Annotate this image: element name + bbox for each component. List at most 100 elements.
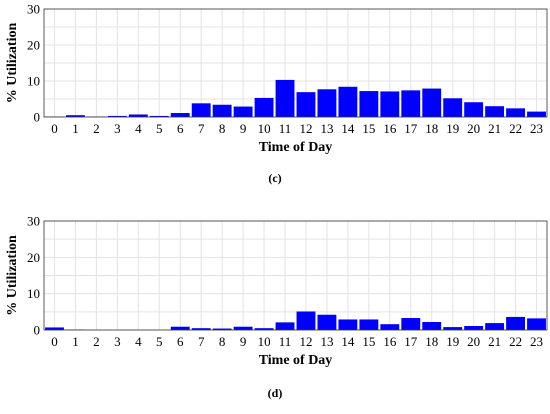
x-tick-label: 11 (279, 121, 292, 136)
x-tick-label: 21 (488, 334, 501, 349)
x-tick-label: 20 (467, 121, 480, 136)
bar-c-7 (191, 103, 211, 117)
y-axis-label: % Utilization (5, 23, 20, 104)
x-axis-label: Time of Day (259, 140, 333, 155)
x-tick-label: 7 (198, 121, 205, 136)
bar-d-6 (170, 326, 190, 330)
x-tick-label: 10 (258, 334, 271, 349)
bar-d-23 (527, 318, 546, 330)
x-tick-label: 12 (299, 334, 312, 349)
bar-d-11 (275, 322, 295, 330)
x-tick-label: 15 (362, 121, 375, 136)
bar-c-19 (443, 98, 463, 117)
x-tick-label: 1 (72, 121, 79, 136)
x-tick-label: 0 (51, 334, 58, 349)
x-axis-label: Time of Day (259, 353, 333, 368)
x-tick-label: 16 (383, 121, 397, 136)
x-tick-label: 1 (72, 334, 79, 349)
x-tick-label: 17 (404, 334, 418, 349)
x-tick-label: 6 (177, 121, 184, 136)
y-tick-label: 0 (34, 323, 41, 338)
y-tick-label: 10 (27, 286, 40, 301)
x-tick-label: 13 (320, 121, 333, 136)
plot-frame (43, 8, 548, 118)
bar-c-17 (401, 90, 421, 117)
x-tick-label: 6 (177, 334, 184, 349)
bar-c-10 (254, 97, 274, 117)
plot-frame (43, 220, 548, 331)
x-tick-label: 22 (509, 334, 522, 349)
x-tick-label: 9 (240, 121, 247, 136)
bar-d-8 (212, 328, 232, 330)
bar-c-21 (485, 106, 505, 117)
bar-c-18 (422, 88, 442, 117)
x-tick-label: 19 (446, 334, 459, 349)
x-tick-label: 9 (240, 334, 247, 349)
bar-c-16 (380, 91, 400, 117)
x-tick-label: 21 (488, 121, 501, 136)
x-tick-label: 18 (425, 121, 438, 136)
x-tick-label: 4 (135, 121, 142, 136)
bar-d-0 (45, 327, 64, 330)
x-tick-label: 3 (114, 121, 121, 136)
bar-d-12 (296, 311, 316, 330)
x-tick-label: 8 (219, 334, 226, 349)
bar-c-20 (464, 102, 484, 117)
figure-caption: (c) (268, 171, 281, 185)
x-tick-label: 7 (198, 334, 205, 349)
x-tick-label: 5 (156, 121, 163, 136)
bar-d-22 (506, 316, 525, 330)
y-tick-label: 20 (27, 250, 40, 265)
x-tick-label: 0 (51, 121, 58, 136)
x-tick-label: 8 (219, 121, 226, 136)
x-tick-label: 5 (156, 334, 163, 349)
x-tick-label: 19 (446, 121, 459, 136)
y-tick-label: 0 (34, 110, 41, 125)
bar-c-22 (506, 108, 525, 117)
bar-c-6 (170, 113, 190, 117)
bar-d-18 (422, 322, 442, 330)
x-tick-label: 23 (530, 121, 543, 136)
bar-c-14 (338, 86, 358, 117)
x-tick-label: 15 (362, 334, 375, 349)
y-tick-label: 20 (27, 38, 40, 53)
bar-d-14 (338, 319, 358, 330)
bar-c-12 (296, 92, 316, 117)
x-tick-label: 20 (467, 334, 480, 349)
y-tick-label: 30 (27, 214, 40, 229)
y-tick-label: 10 (27, 74, 40, 89)
bar-c-11 (275, 79, 295, 117)
x-tick-label: 13 (320, 334, 333, 349)
x-tick-label: 3 (114, 334, 121, 349)
x-tick-label: 2 (93, 121, 100, 136)
bar-d-7 (191, 328, 211, 330)
bar-d-9 (233, 326, 253, 330)
bar-d-20 (464, 326, 484, 330)
x-tick-label: 4 (135, 334, 142, 349)
x-tick-label: 16 (383, 334, 397, 349)
bar-c-15 (359, 91, 379, 117)
bar-c-8 (212, 104, 232, 117)
figure-caption: (d) (268, 386, 283, 400)
bar-c-13 (317, 89, 337, 117)
x-tick-label: 10 (258, 121, 271, 136)
x-tick-label: 14 (341, 121, 355, 136)
y-tick-label: 30 (27, 2, 40, 17)
bar-d-15 (359, 319, 379, 330)
x-tick-label: 22 (509, 121, 522, 136)
y-axis-label: % Utilization (5, 235, 20, 316)
bar-c-4 (128, 114, 148, 117)
bar-d-19 (443, 327, 463, 330)
x-tick-label: 2 (93, 334, 100, 349)
bar-c-1 (66, 115, 85, 117)
bar-d-10 (254, 328, 274, 330)
bar-d-21 (485, 323, 505, 330)
x-tick-label: 17 (404, 121, 418, 136)
bar-c-5 (149, 115, 169, 117)
bar-d-17 (401, 318, 421, 330)
bar-c-3 (107, 115, 127, 117)
x-tick-label: 12 (299, 121, 312, 136)
